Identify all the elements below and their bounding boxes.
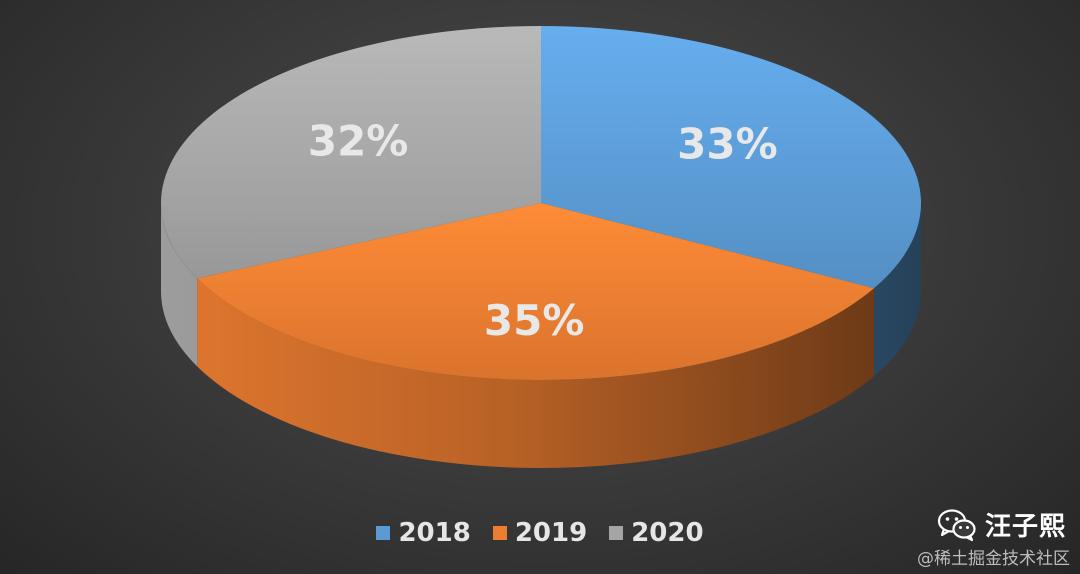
legend-label-2019: 2019 bbox=[514, 518, 588, 548]
wechat-icon bbox=[937, 508, 976, 541]
legend-label-2020: 2020 bbox=[631, 518, 704, 548]
watermark: 汪子熙 bbox=[937, 506, 1066, 543]
pie-side-2019 bbox=[197, 278, 874, 468]
data-label-2020: 32% bbox=[308, 116, 409, 165]
pie-slice-2020 bbox=[160, 26, 542, 279]
pie-labels: 33% 35% 32% bbox=[308, 116, 778, 344]
legend-label-2018: 2018 bbox=[398, 518, 471, 548]
data-label-2019: 35% bbox=[484, 296, 585, 345]
legend-item-2020: 2020 bbox=[609, 518, 704, 548]
pie-slice-2018 bbox=[541, 26, 921, 289]
legend-swatch-2018 bbox=[376, 526, 391, 540]
watermark-author-name: 汪子熙 bbox=[984, 512, 1066, 542]
legend: 2018 2019 2020 bbox=[0, 518, 1080, 548]
pie-side-2020 bbox=[161, 203, 198, 367]
pie-slice-2019 bbox=[197, 203, 874, 380]
legend-item-2019: 2019 bbox=[492, 518, 588, 548]
data-label-2018: 33% bbox=[677, 120, 778, 169]
pie-side-2018 bbox=[873, 203, 921, 377]
legend-item-2018: 2018 bbox=[376, 518, 471, 548]
pie-sides bbox=[161, 203, 921, 468]
pie-tops bbox=[160, 26, 921, 380]
watermark-site-text: @稀土掘金技术社区 bbox=[917, 549, 1070, 569]
legend-swatch-2019 bbox=[492, 526, 507, 540]
legend-swatch-2020 bbox=[609, 526, 624, 540]
